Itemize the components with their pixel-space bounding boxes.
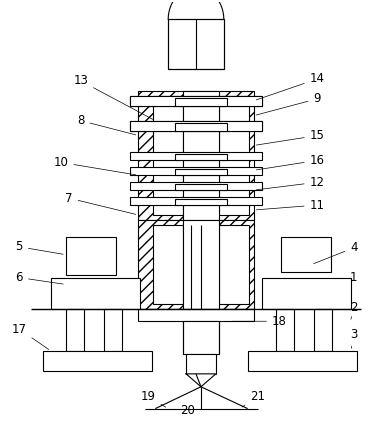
Text: 19: 19 bbox=[141, 390, 166, 407]
Bar bbox=[248, 351, 357, 371]
Text: 8: 8 bbox=[77, 114, 136, 135]
Bar bbox=[153, 225, 183, 304]
Bar bbox=[175, 98, 227, 106]
Text: 1: 1 bbox=[350, 271, 358, 292]
Text: 12: 12 bbox=[256, 176, 325, 190]
Bar bbox=[183, 321, 219, 354]
Bar bbox=[131, 153, 261, 160]
Bar bbox=[175, 123, 227, 131]
Bar bbox=[219, 96, 249, 215]
Text: 7: 7 bbox=[65, 192, 136, 214]
Bar bbox=[186, 354, 216, 374]
Bar bbox=[175, 154, 227, 160]
Text: 18: 18 bbox=[232, 315, 287, 328]
Bar bbox=[183, 220, 219, 309]
Text: 5: 5 bbox=[16, 240, 63, 254]
Bar bbox=[183, 91, 219, 220]
Text: 14: 14 bbox=[256, 73, 325, 100]
Bar bbox=[168, 19, 224, 69]
Text: 9: 9 bbox=[256, 92, 321, 115]
Bar bbox=[261, 277, 351, 309]
Text: 20: 20 bbox=[181, 404, 196, 417]
Text: 21: 21 bbox=[242, 390, 265, 407]
Text: 2: 2 bbox=[350, 301, 358, 319]
Bar bbox=[131, 96, 261, 106]
Bar bbox=[131, 121, 261, 131]
Bar bbox=[131, 197, 261, 205]
Bar bbox=[276, 309, 294, 351]
Bar bbox=[131, 182, 261, 190]
Text: 15: 15 bbox=[256, 129, 325, 145]
Bar bbox=[138, 220, 254, 309]
Bar bbox=[175, 169, 227, 175]
Bar bbox=[153, 96, 183, 215]
Bar bbox=[314, 309, 332, 351]
Text: 4: 4 bbox=[314, 241, 358, 264]
Bar bbox=[175, 184, 227, 190]
Bar bbox=[103, 309, 122, 351]
Bar bbox=[131, 167, 261, 175]
Text: 3: 3 bbox=[350, 328, 358, 348]
Bar bbox=[138, 309, 254, 321]
Bar bbox=[219, 225, 249, 304]
Text: 16: 16 bbox=[256, 154, 325, 170]
Bar bbox=[66, 237, 116, 275]
Polygon shape bbox=[186, 374, 216, 387]
Bar bbox=[51, 277, 140, 309]
Bar bbox=[66, 309, 84, 351]
Bar bbox=[281, 237, 331, 272]
Text: 11: 11 bbox=[256, 199, 325, 212]
Bar bbox=[175, 199, 227, 205]
Bar bbox=[138, 91, 254, 220]
Text: 6: 6 bbox=[16, 271, 63, 284]
Text: 10: 10 bbox=[54, 156, 136, 175]
Bar bbox=[43, 351, 152, 371]
Text: 13: 13 bbox=[73, 74, 153, 120]
Text: 17: 17 bbox=[12, 322, 49, 350]
